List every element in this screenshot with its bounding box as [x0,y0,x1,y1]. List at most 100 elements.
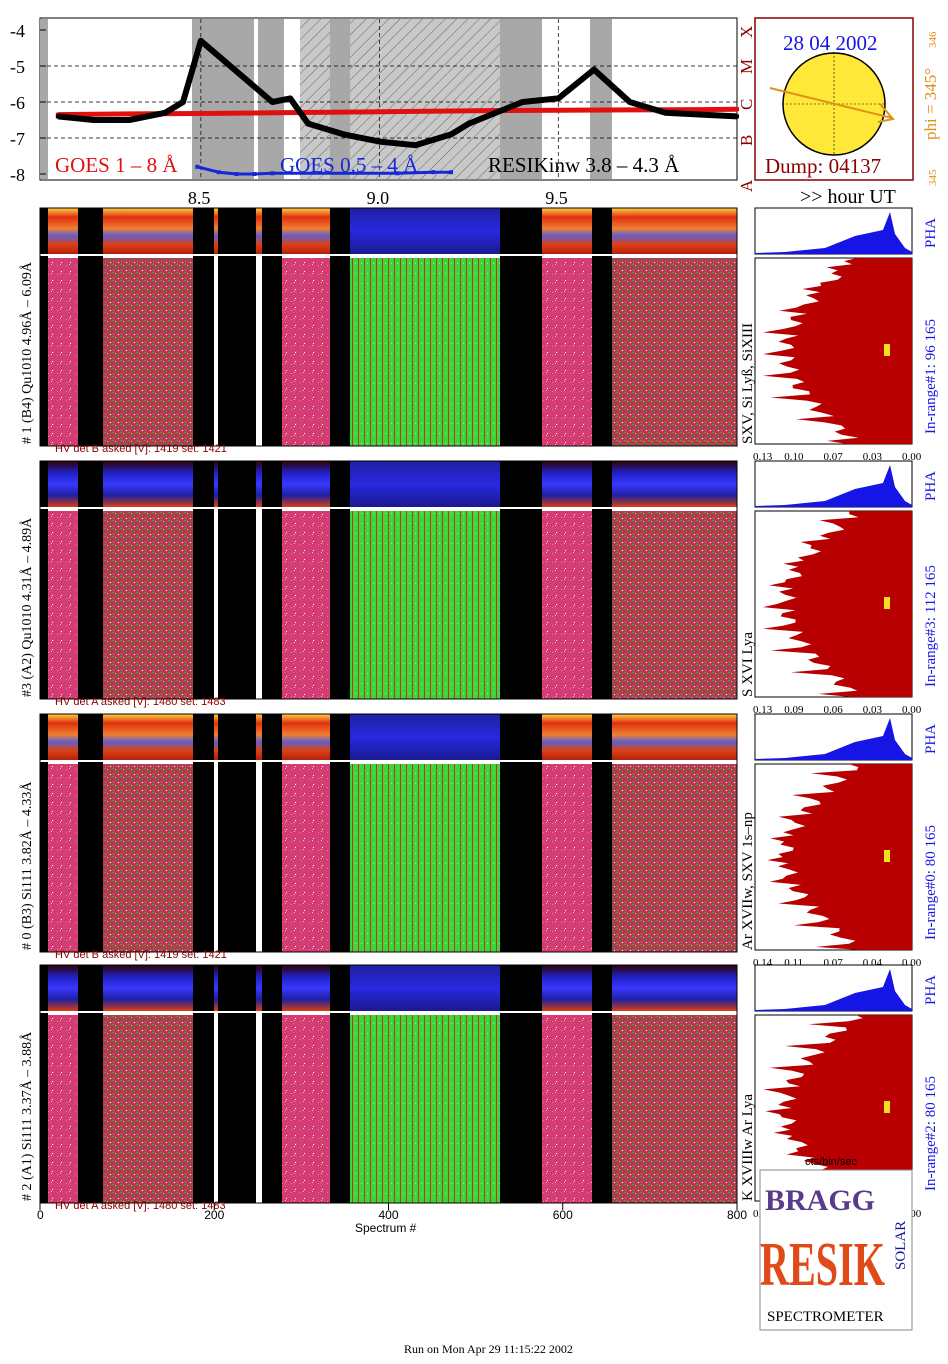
hist-axis-label: cts/bin/sec [805,1156,857,1168]
series-2-point-19 [699,112,704,117]
gap-band-1-2 [193,461,214,699]
pha-strip-center-0 [350,208,500,254]
spectra-segment-0-2 [282,258,330,446]
goes-class-label-3: B [737,135,756,146]
gap-band-3-6 [500,965,542,1203]
goes-class-label-4: A [737,179,756,192]
goes-ytick-label-4: -8 [10,165,25,185]
pha-strip-center-2 [350,714,500,760]
gap-band-3-3 [218,965,256,1203]
gap-band-3-5 [330,965,350,1203]
gap-band-2-5 [330,714,350,952]
time-axis-ticks: 8.5 9.0 9.5 [188,188,568,208]
goes-gap-band-4 [300,19,330,179]
series-2-point-20 [735,114,739,119]
inrange-label-0: In-range#1: 96 165 [923,319,939,434]
legend-goes-short: GOES 0.5 – 4 Å [280,153,419,177]
goes-class-label-2: C [737,99,756,110]
hist-marker-1 [884,597,890,609]
spectrum-histogram-1 [762,511,912,697]
inrange-label-3: In-range#2: 80 165 [923,1076,939,1191]
detector-frame-0 [39,207,738,447]
detector-panel-1: #3 (A2) Qu1010 4.31Å – 4.89Å HV det A ask… [19,460,939,716]
logo-bragg: BRAGG [765,1184,875,1217]
hist-tick-0-3: 0.03 [863,451,883,463]
gap-band-0-7 [592,208,612,446]
spectra-segment-3-4 [542,1015,592,1203]
series-1-point-3 [252,172,257,176]
dump-number: Dump: 04137 [765,154,881,178]
pha-label-0: PHA [923,218,939,248]
hist-tick-1-4: 0.00 [902,704,922,716]
detector-label-3: # 2 (A1) Si111 3.37Å – 3.88Å [19,1031,35,1201]
gap-band-3-0 [40,965,48,1203]
detector-label-0: # 1 (B4) Qu1010 4.96Å – 6.09Å [19,261,35,444]
series-1-point-0 [195,164,200,169]
spectrum-tick-label-1: 200 [204,1208,224,1222]
spectrum-tick-label-0: 0 [37,1208,44,1222]
series-2-point-10 [377,139,382,144]
spectra-segment-1-5 [612,511,737,699]
detector-panel-3: # 2 (A1) Si111 3.37Å – 3.88Å HV det A ask… [19,964,939,1220]
phi-angle-small: 345 [927,169,939,186]
series-1-point-6 [431,170,436,175]
spectrum-axis: 0 200 400 600 800 [37,1203,747,1222]
gap-band-2-2 [193,714,214,952]
hist-tick-1-1: 0.09 [784,704,804,716]
gap-band-0-6 [500,208,542,446]
gap-band-1-3 [218,461,256,699]
hist-tick-0-1: 0.10 [784,451,804,463]
hist-tick-1-0: 0.13 [753,704,773,716]
series-1-point-7 [449,170,454,175]
inrange-label-2: In-range#0: 80 165 [923,825,939,940]
spectra-segment-3-1 [103,1015,193,1203]
hist-tick-0-4: 0.00 [902,451,922,463]
goes-gap-band-2 [214,19,254,179]
lines-label-0: SXV, Si Lyß, SiXIII [740,323,756,444]
hv-status-0: HV det B asked [V]: 1419 set: 1421 [55,443,227,455]
spectrum-tick-label-2: 400 [379,1208,399,1222]
detector-label-1: #3 (A2) Qu1010 4.31Å – 4.89Å [19,517,35,697]
series-2-point-14 [520,100,525,104]
detector-panel-0: # 1 (B4) Qu1010 4.96Å – 6.09Å HV det B as… [19,207,939,463]
series-2-point-1 [91,118,96,122]
series-1-point-5 [395,171,400,176]
gap-band-1-4 [262,461,282,699]
goes-class-label-1: M [737,59,756,74]
goes-gap-band-0 [40,19,48,179]
series-2-point-11 [413,143,418,148]
goes-ytick-label-3: -7 [10,129,25,149]
gap-band-2-6 [500,714,542,952]
gap-band-0-2 [193,208,214,446]
goes-lightcurve-panel: -4 -5 -6 -7 -8 X M C B A GOES 1 – 8 Å GOES 0.5 –… [10,17,896,208]
goes-gap-band-5 [330,19,350,179]
series-2-point-16 [592,67,597,72]
spectra-segment-0-3 [350,258,500,446]
series-line-1 [196,165,452,176]
gap-band-0-1 [78,208,103,446]
gap-band-1-5 [330,461,350,699]
hv-status-2: HV det B asked [V]: 1419 set: 1421 [55,949,227,961]
spectrum-histogram-3 [763,1015,912,1201]
spectrum-tick-label-3: 600 [553,1208,573,1222]
series-1-point-1 [216,170,221,175]
spectra-segment-0-1 [103,258,193,446]
gap-band-3-4 [262,965,282,1203]
hist-tick-1-3: 0.03 [863,704,883,716]
time-tick-label-2: 9.5 [545,188,568,208]
gap-band-3-2 [193,965,214,1203]
series-2-point-6 [270,100,275,104]
series-0-point-7 [556,108,561,113]
time-tick-label-1: 9.0 [367,188,390,208]
series-1-point-2 [234,172,239,176]
pha-histogram-0 [755,212,912,254]
spectra-segment-1-1 [103,511,193,699]
spectra-segment-3-2 [282,1015,330,1203]
spectrum-histogram-0 [762,258,912,444]
goes-ytick-label-1: -5 [10,57,25,77]
spectra-segment-2-0 [48,764,78,952]
series-2-point-18 [663,110,668,115]
spectra-segment-1-3 [350,511,500,699]
legend-resik: RESIKinw 3.8 – 4.3 Å [488,153,680,177]
